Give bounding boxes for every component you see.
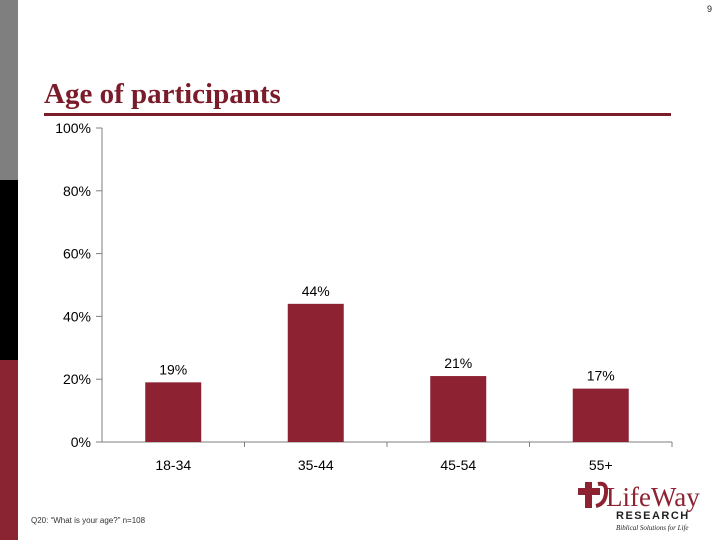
data-label: 17%: [587, 368, 615, 384]
title-underline: [44, 113, 671, 116]
bar: [430, 376, 487, 442]
x-tick-label: 55+: [589, 457, 613, 473]
data-label: 21%: [444, 355, 472, 371]
svg-text:LifeWay: LifeWay: [606, 482, 700, 512]
page-title: Age of participants: [44, 78, 281, 110]
x-tick-label: 35-44: [298, 457, 334, 473]
bar: [287, 303, 344, 442]
svg-text:RESEARCH: RESEARCH: [616, 510, 690, 522]
x-tick-label: 45-54: [440, 457, 476, 473]
y-tick-label: 20%: [63, 371, 91, 387]
y-tick-label: 100%: [55, 120, 91, 136]
footnote: Q20: “What is your age?” n=108: [31, 516, 146, 525]
y-tick-label: 60%: [63, 246, 91, 262]
y-tick-label: 40%: [63, 308, 91, 324]
y-tick-label: 0%: [71, 434, 91, 450]
page-number: 9: [706, 4, 712, 14]
decorative-side-bar-red: [0, 360, 18, 540]
data-label: 44%: [302, 283, 330, 299]
svg-text:Biblical Solutions for Life: Biblical Solutions for Life: [616, 524, 689, 532]
bar: [145, 382, 202, 442]
lifeway-research-logo: LifeWay RESEARCH Biblical Solutions for …: [578, 481, 700, 532]
decorative-side-bar-black: [0, 180, 18, 360]
lifeway-cross-icon: [578, 481, 609, 508]
x-tick-label: 18-34: [155, 457, 191, 473]
decorative-side-bar-gray: [0, 0, 18, 180]
data-label: 19%: [159, 361, 187, 377]
y-tick-label: 80%: [63, 183, 91, 199]
bar: [572, 388, 629, 442]
